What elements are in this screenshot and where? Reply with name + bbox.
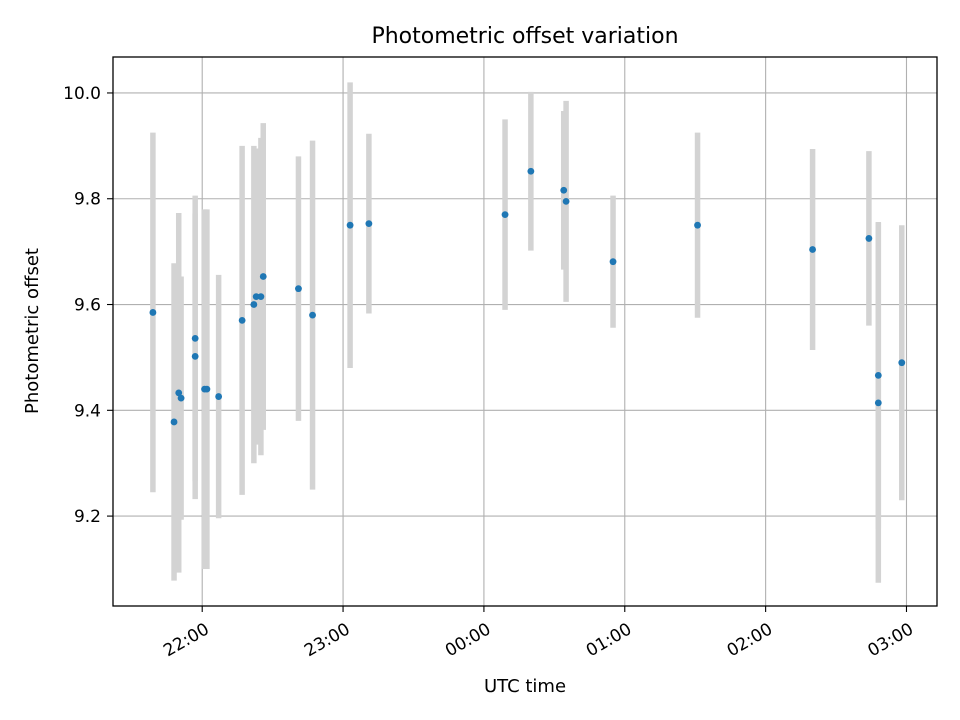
data-point — [177, 394, 185, 402]
y-axis-label: Photometric offset — [22, 248, 43, 414]
data-point — [170, 418, 178, 426]
chart-title: Photometric offset variation — [371, 24, 678, 49]
data-point — [874, 371, 882, 379]
data-point — [898, 359, 906, 367]
data-point — [259, 273, 267, 280]
y-tick-label: 9.8 — [74, 190, 101, 210]
data-point — [874, 399, 882, 407]
data-point — [609, 258, 617, 266]
y-tick-label: 9.2 — [74, 507, 101, 527]
data-point — [175, 389, 183, 397]
data-point — [149, 309, 157, 316]
data-point — [191, 334, 199, 342]
data-point — [238, 316, 246, 324]
data-points — [149, 167, 906, 426]
plot-area-frame — [112, 56, 938, 607]
data-point — [203, 385, 211, 393]
data-point — [250, 301, 258, 308]
data-point — [365, 220, 373, 228]
data-point — [257, 293, 265, 300]
data-point — [501, 211, 509, 219]
data-point — [346, 221, 354, 229]
data-point — [309, 311, 316, 319]
y-tick-label: 9.6 — [74, 296, 101, 316]
data-point — [295, 285, 302, 293]
data-point — [252, 293, 260, 300]
data-point — [562, 197, 570, 205]
data-point — [694, 221, 701, 229]
data-point — [215, 393, 223, 400]
data-point — [865, 235, 873, 242]
y-tick-label: 10.0 — [63, 84, 101, 104]
data-point — [191, 352, 199, 360]
y-tick-label: 9.4 — [74, 401, 101, 421]
data-point — [809, 246, 816, 253]
data-point — [527, 167, 535, 175]
x-axis-label: UTC time — [484, 676, 566, 697]
data-point — [560, 186, 568, 194]
